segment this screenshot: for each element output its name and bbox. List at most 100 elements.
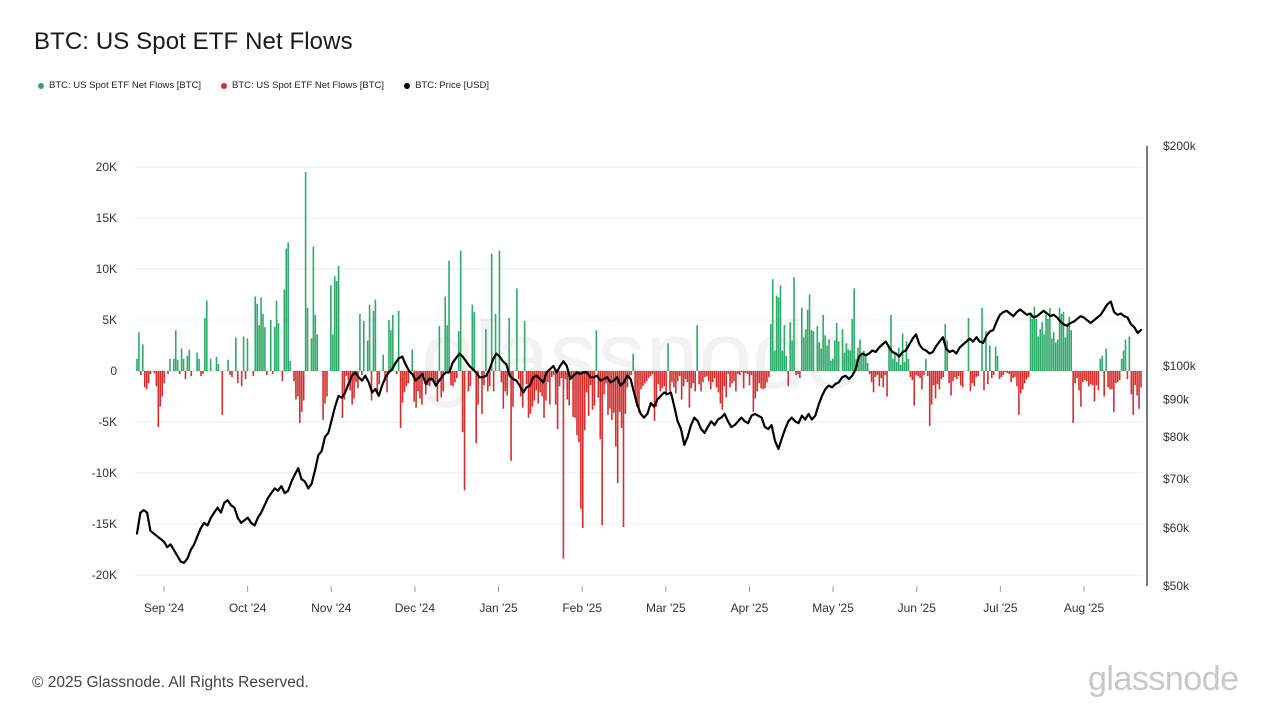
flow-bar [587,371,590,416]
flow-bar [1126,371,1129,380]
flow-bar [921,371,923,390]
legend-label-inflows: BTC: US Spot ETF Net Flows [BTC] [49,80,202,91]
flow-bar [231,371,233,378]
flow-bar [830,360,832,371]
price-line [135,300,1143,564]
flow-bars [136,172,1142,559]
flow-bar [624,371,627,414]
flow-bar [353,371,355,399]
flow-bar [343,371,346,400]
flow-bar [492,371,495,392]
flow-bar [392,314,394,371]
flow-bar [295,371,297,400]
flow-bar [1039,329,1042,371]
flow-bar [1115,371,1117,384]
flow-bar [721,371,724,410]
flow-bar [560,371,563,379]
flow-bar [787,371,790,387]
flow-bar [932,371,935,386]
flow-bar [851,318,853,371]
y-left-tick-label: 20K [96,160,117,174]
legend-item-inflows[interactable]: BTC: US Spot ETF Net Flows [BTC] [38,80,201,91]
flow-bar [186,355,189,371]
flow-bar [1006,371,1009,374]
flow-bar [502,371,505,409]
flow-bar [147,371,150,384]
copyright-footer: © 2025 Glassnode. All Rights Reserved. [32,674,309,691]
flow-bar [793,277,795,371]
flow-bar [262,313,264,371]
flow-bar [833,340,836,371]
flow-bar [159,371,162,407]
flow-bar [698,371,700,385]
flow-bar [1091,371,1094,386]
legend-item-price[interactable]: BTC: Price [USD] [404,80,489,91]
flow-bar [1087,371,1090,387]
flow-bar [682,371,685,387]
flow-bar [990,371,993,379]
flow-bar [531,371,534,407]
flow-bar [1031,318,1034,371]
flow-bar [824,335,826,371]
flow-bar [145,371,148,390]
flow-bar [184,371,187,380]
legend-dot-inflows [38,82,44,89]
flow-bar [583,371,586,431]
flow-bar [386,371,388,393]
flow-bar [1033,306,1036,371]
flow-bar [719,371,722,404]
flow-bar [723,371,726,387]
flow-bar [142,344,144,371]
flow-bar [744,371,747,374]
flow-bar [488,371,491,387]
flow-bar [837,341,840,371]
flow-bar [324,371,326,404]
flow-bar [628,371,631,380]
flow-bar [1037,336,1040,371]
flow-bar [461,371,464,433]
flow-bar [143,371,146,388]
flow-bar [256,303,258,371]
flow-bar [432,371,435,380]
flow-bar [1018,371,1020,415]
flow-bar [153,371,156,374]
flow-bar [1116,371,1119,383]
flow-bar [283,289,286,371]
flow-bar [861,352,863,371]
flow-bar [366,340,369,371]
flow-bar [1136,371,1138,396]
flow-bar [1064,337,1067,371]
flow-bar [347,371,350,381]
flow-bar [795,371,797,376]
flow-bar [580,371,582,509]
flow-bar [690,371,693,389]
flow-bar [669,371,671,392]
flow-bar [221,371,224,415]
flow-bar [758,371,760,384]
flow-bar [374,299,377,371]
flow-bar [1058,307,1061,371]
x-tick-label: Dec '24 [395,601,436,615]
flow-bar [227,359,229,371]
flow-bar [454,371,456,383]
flow-bar [1023,371,1026,384]
flow-bar [395,371,398,375]
flow-bar [444,296,446,371]
flow-bar [742,371,745,389]
flow-bar [870,371,873,383]
legend-item-outflows[interactable]: BTC: US Spot ETF Net Flows [BTC] [221,80,384,91]
flow-bar [326,371,328,397]
chart-legend: BTC: US Spot ETF Net Flows [BTC] BTC: US… [38,80,489,91]
flow-bar [998,371,1001,380]
flow-bar [1120,358,1123,371]
flow-bar [928,371,931,427]
flow-bar [781,350,784,371]
flow-bar [485,329,487,371]
y-right-tick-label: $80k [1163,430,1190,444]
flow-bar [359,313,361,371]
flow-bar [740,371,743,373]
x-tick-label: Mar '25 [646,601,686,615]
legend-dot-price [404,82,411,89]
flow-bar [704,371,706,378]
